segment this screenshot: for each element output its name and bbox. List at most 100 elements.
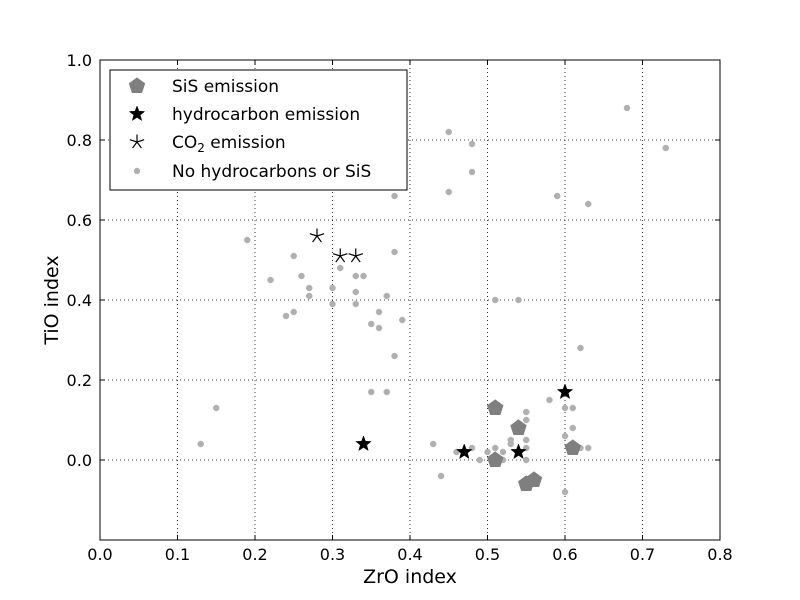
axis-ticks: 0.0 0.1 0.2 0.3 0.4 0.5 0.6 0.7 0.8 0.0 0.2 0.4 0.6 0… [67, 51, 733, 564]
asterisk-point-stroke [355, 253, 364, 257]
legend-label-hydrocarbon: hydrocarbon emission [172, 105, 360, 125]
small-dot-point [197, 440, 204, 448]
asterisk-point-stroke [355, 255, 361, 263]
small-dot-point [306, 284, 313, 292]
small-dot-point [352, 288, 359, 296]
small-dot-point [523, 416, 530, 424]
legend-box [109, 69, 408, 191]
asterisk-point [332, 248, 348, 263]
small-dot-point [561, 488, 569, 496]
small-dot-point [523, 436, 530, 444]
small-dot-point [492, 444, 499, 452]
asterisk-point [348, 248, 364, 263]
small-dot-point [298, 272, 305, 280]
small-dot-point [437, 472, 445, 480]
small-dot-point [484, 448, 491, 456]
asterisk-point-stroke [316, 235, 322, 243]
small-dot-point [329, 300, 336, 308]
small-dot-point [352, 272, 359, 280]
small-dot-point [337, 264, 344, 272]
legend: SiS emission hydrocarbon emission CO2 em… [109, 69, 408, 191]
legend-label-sis: SiS emission [172, 77, 279, 97]
small-dot-point [515, 296, 522, 304]
small-dot-point [329, 284, 336, 292]
x-tick-label: 0.5 [475, 545, 500, 564]
x-tick-label: 0.8 [707, 545, 732, 564]
small-dot-point [375, 308, 383, 316]
small-dot-point [282, 312, 290, 320]
legend-marker-asterisk-stroke [132, 141, 138, 149]
x-tick-label: 0.4 [397, 545, 422, 564]
small-dot-point [244, 236, 251, 244]
x-tick-label: 0.7 [630, 545, 655, 564]
legend-marker-asterisk-stroke [129, 139, 138, 143]
small-dot-point [492, 296, 499, 304]
legend-label-co2-subscript: 2 [197, 141, 205, 155]
legend-label-co2: CO2 emission [172, 133, 286, 155]
x-axis-label: ZrO index [363, 566, 457, 588]
small-dot-point [662, 144, 669, 152]
legend-label-none: No hydrocarbons or SiS [172, 162, 371, 182]
small-dot-point [445, 188, 452, 196]
x-tick-label: 0.2 [242, 545, 267, 564]
small-dot-point [523, 408, 530, 416]
small-dot-point [585, 444, 592, 452]
small-dot-point [499, 448, 507, 456]
y-tick-label: 1.0 [67, 51, 92, 70]
filled-star-point [556, 383, 574, 400]
asterisk-point-stroke [340, 253, 348, 257]
y-tick-label: 0.0 [67, 451, 92, 470]
small-dot-point [290, 252, 297, 260]
asterisk-point-stroke [335, 255, 341, 263]
x-tick-label: 0.3 [320, 545, 345, 564]
legend-markers [128, 77, 146, 175]
asterisk-point-stroke [316, 233, 325, 237]
data-points [197, 104, 669, 496]
asterisk-point-stroke [332, 253, 341, 257]
y-tick-label: 0.6 [67, 211, 92, 230]
small-dot-point [523, 456, 530, 464]
small-dot-point [391, 352, 398, 360]
legend-marker-asterisk-stroke [136, 139, 145, 143]
asterisk-point-stroke [350, 255, 357, 263]
pentagon-point [525, 471, 543, 487]
asterisk-point-stroke [348, 253, 356, 257]
legend-marker-asterisk-stroke [136, 141, 142, 149]
asterisk-point-stroke [312, 235, 318, 243]
small-dot-point [391, 192, 398, 200]
y-tick-label: 0.8 [67, 131, 92, 150]
small-dot-point [375, 324, 383, 332]
filled-star-point [510, 443, 527, 460]
small-dot-point [561, 432, 569, 440]
x-tick-label: 0.0 [87, 545, 112, 564]
legend-label-co2-main: CO [172, 133, 197, 153]
small-dot-point [383, 388, 390, 396]
small-dot-point [383, 292, 390, 300]
filled-star-point [355, 435, 372, 452]
small-dot-point [569, 424, 576, 432]
small-dot-point [399, 316, 406, 324]
small-dot-point [306, 292, 313, 300]
small-dot-point [445, 128, 452, 136]
y-axis-label: TiO index [41, 255, 63, 345]
filled-star-point [455, 443, 473, 460]
asterisk-point-stroke [339, 255, 346, 263]
small-dot-point [290, 308, 297, 316]
legend-label-co2-rest: emission [205, 133, 286, 153]
y-tick-label: 0.4 [67, 291, 92, 310]
asterisk-point [309, 228, 325, 243]
small-dot-point [352, 300, 359, 308]
pentagon-point [510, 419, 527, 435]
small-dot-point [577, 344, 584, 352]
pentagon-point [564, 439, 581, 455]
pentagon-point [487, 399, 504, 415]
legend-marker-small-dot [133, 167, 141, 175]
legend-marker-pentagon [128, 77, 146, 93]
small-dot-point [476, 456, 483, 464]
small-dot-point [546, 396, 553, 404]
small-dot-point [623, 104, 631, 112]
small-dot-point [569, 404, 576, 412]
small-dot-point [368, 320, 375, 328]
legend-marker-asterisk [129, 134, 145, 149]
